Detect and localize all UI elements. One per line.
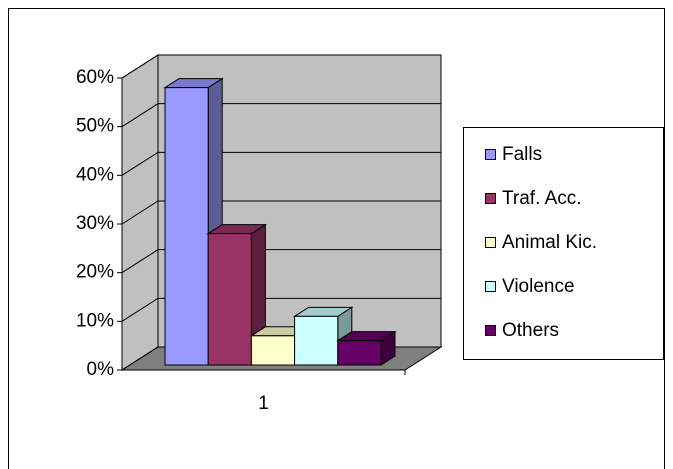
bar [206, 223, 268, 366]
legend-label: Animal Kic. [502, 232, 597, 253]
legend-label: Violence [502, 276, 575, 297]
grid-line [121, 54, 441, 79]
bar-front [250, 335, 296, 366]
bar-front [207, 233, 252, 366]
y-tick-label: 10% [76, 310, 114, 331]
legend-label: Traf. Acc. [502, 188, 582, 209]
bar-front [294, 315, 339, 366]
y-tick-label: 40% [76, 164, 114, 185]
bar [336, 330, 397, 366]
x-tick-label: 1 [258, 393, 269, 414]
y-tick-label: 30% [76, 213, 114, 234]
legend-label: Others [502, 320, 559, 341]
y-tick-label: 20% [76, 262, 114, 283]
legend-swatch [485, 325, 496, 336]
legend-swatch [485, 149, 496, 160]
y-tick-label: 0% [87, 359, 115, 380]
grid-line [121, 151, 441, 176]
y-tick-label: 60% [76, 67, 114, 88]
grid-line [121, 249, 441, 274]
grid-line [121, 297, 441, 322]
grid-line [121, 200, 441, 225]
legend-swatch [485, 281, 496, 292]
legend-label: Falls [502, 144, 542, 165]
bar-front [337, 340, 382, 366]
legend-swatch [485, 193, 496, 204]
grid-line [121, 103, 441, 128]
legend-box [463, 127, 664, 360]
y-tick-label: 50% [76, 116, 114, 137]
legend-swatch [485, 237, 496, 248]
bar-front [164, 87, 209, 366]
